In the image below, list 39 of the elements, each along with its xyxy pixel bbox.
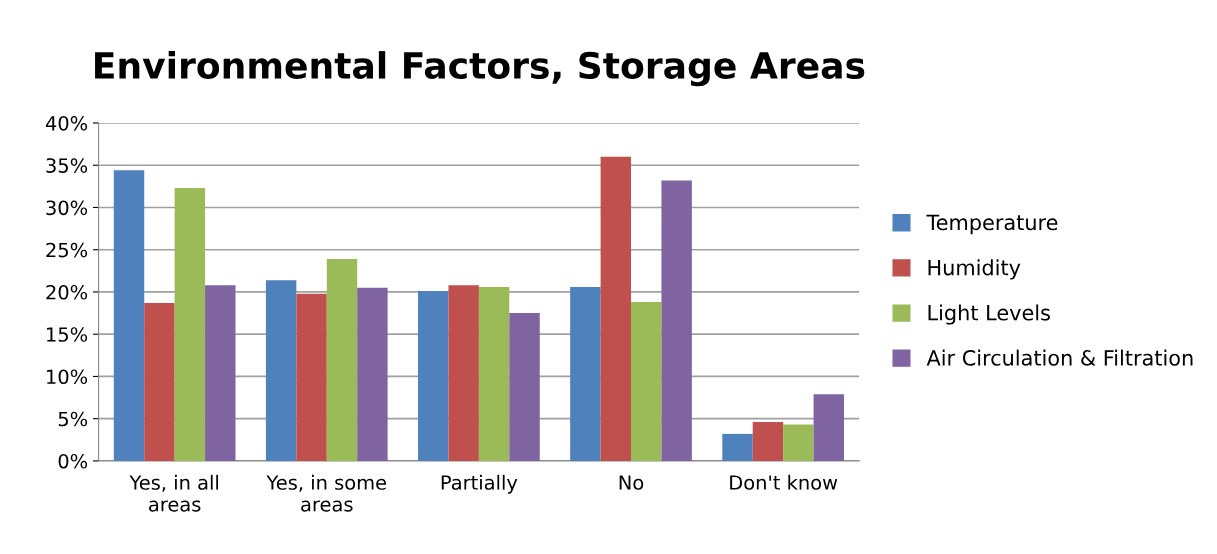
bar [509,313,540,461]
legend-label: Air Circulation & Filtration [926,349,1193,366]
bar [783,424,814,461]
bar [752,422,784,461]
bar [448,285,479,461]
y-tick-label: 25% [46,242,88,258]
chart-title: Environmental Factors, Storage Areas [95,51,865,87]
bar [144,302,175,461]
x-tick-label: Partially [441,474,518,494]
bar [265,280,297,461]
legend-label: Light Levels [928,304,1050,325]
y-tick-label: 20% [46,284,88,300]
x-tick-label: No [619,475,644,490]
bar [600,156,632,461]
legend-label: Temperature [926,214,1058,235]
bar [418,291,449,461]
y-tick-label: 10% [47,369,88,385]
bar [813,394,844,461]
bar [722,433,753,461]
legend-label: Humidity [928,259,1021,280]
bar [296,293,327,461]
bar [478,286,510,461]
bar [205,285,236,461]
bar [631,302,662,461]
y-tick-label: 5% [58,411,88,427]
bar [570,286,601,461]
y-tick-label: 35% [46,158,88,173]
x-tick-label: Yes, in all areas [129,474,219,512]
x-tick-label: Yes, in some areas [266,474,387,512]
x-tick-label: Don't know [730,474,838,490]
y-tick-label: 40% [45,115,88,131]
bar [357,287,388,461]
bar [326,259,358,461]
y-tick-label: 30% [46,200,88,216]
y-tick-label: 15% [47,327,88,342]
y-tick-label: 0% [58,453,88,469]
bar [174,188,206,461]
bar [113,170,145,461]
bar [661,180,692,461]
